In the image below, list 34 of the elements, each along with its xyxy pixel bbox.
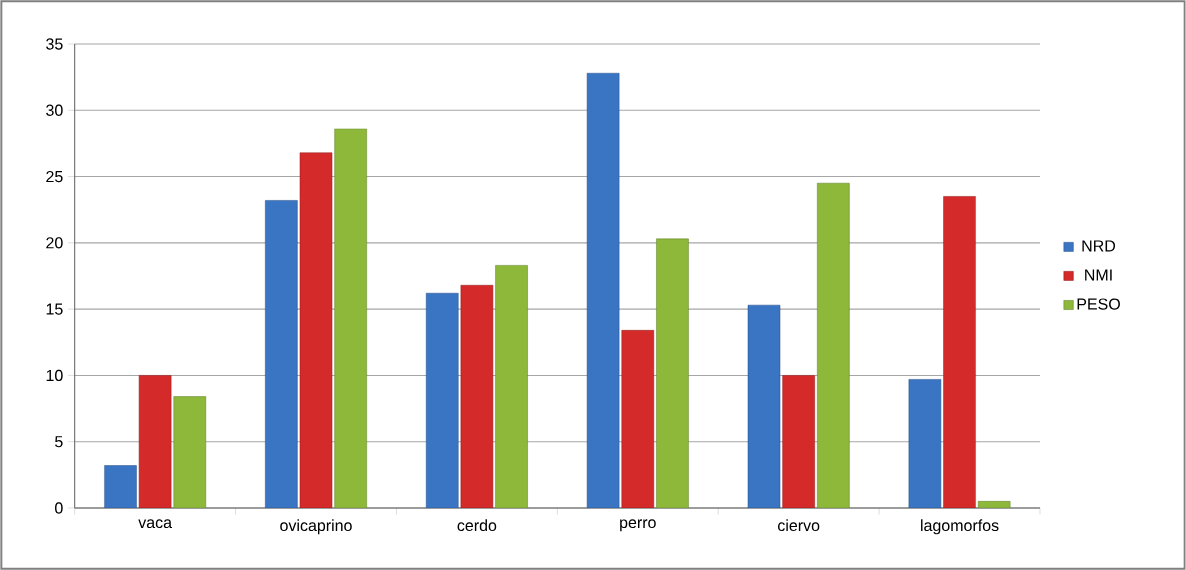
- bar: [334, 128, 367, 508]
- x-tick-label: perro: [620, 519, 656, 532]
- bar: [586, 72, 620, 508]
- legend-label: NRD: [1082, 240, 1116, 252]
- legend-label: PESO: [1077, 298, 1120, 310]
- y-tick-label: 25: [46, 170, 63, 183]
- bar: [173, 396, 207, 508]
- bar: [138, 375, 172, 508]
- bar: [425, 292, 459, 508]
- bar: [265, 200, 298, 508]
- bar: [817, 182, 850, 508]
- bar: [104, 465, 137, 508]
- x-tick-label: vaca: [138, 519, 172, 529]
- x-tick-label: lagomorfos: [921, 519, 999, 535]
- y-tick-label: 10: [46, 369, 63, 382]
- bar: [621, 330, 655, 508]
- bar: [656, 238, 689, 508]
- bar: [782, 375, 815, 508]
- y-tick-label: 0: [55, 502, 63, 514]
- y-tick-label: 20: [46, 237, 63, 249]
- x-tick-label: ovicaprino: [280, 519, 352, 535]
- legend-label: NMI: [1085, 269, 1112, 281]
- x-tick-label: ciervo: [778, 519, 820, 532]
- bar: [495, 265, 528, 508]
- x-tick-label: cerdo: [457, 519, 497, 532]
- y-tick-label: 35: [46, 38, 63, 50]
- y-tick-label: 15: [46, 303, 63, 315]
- bar: [908, 379, 942, 508]
- bar: [299, 152, 333, 508]
- bar: [943, 196, 976, 508]
- y-tick-label: 30: [46, 104, 63, 116]
- bar: [460, 285, 494, 508]
- y-tick-label: 5: [55, 436, 63, 448]
- bar: [747, 304, 781, 508]
